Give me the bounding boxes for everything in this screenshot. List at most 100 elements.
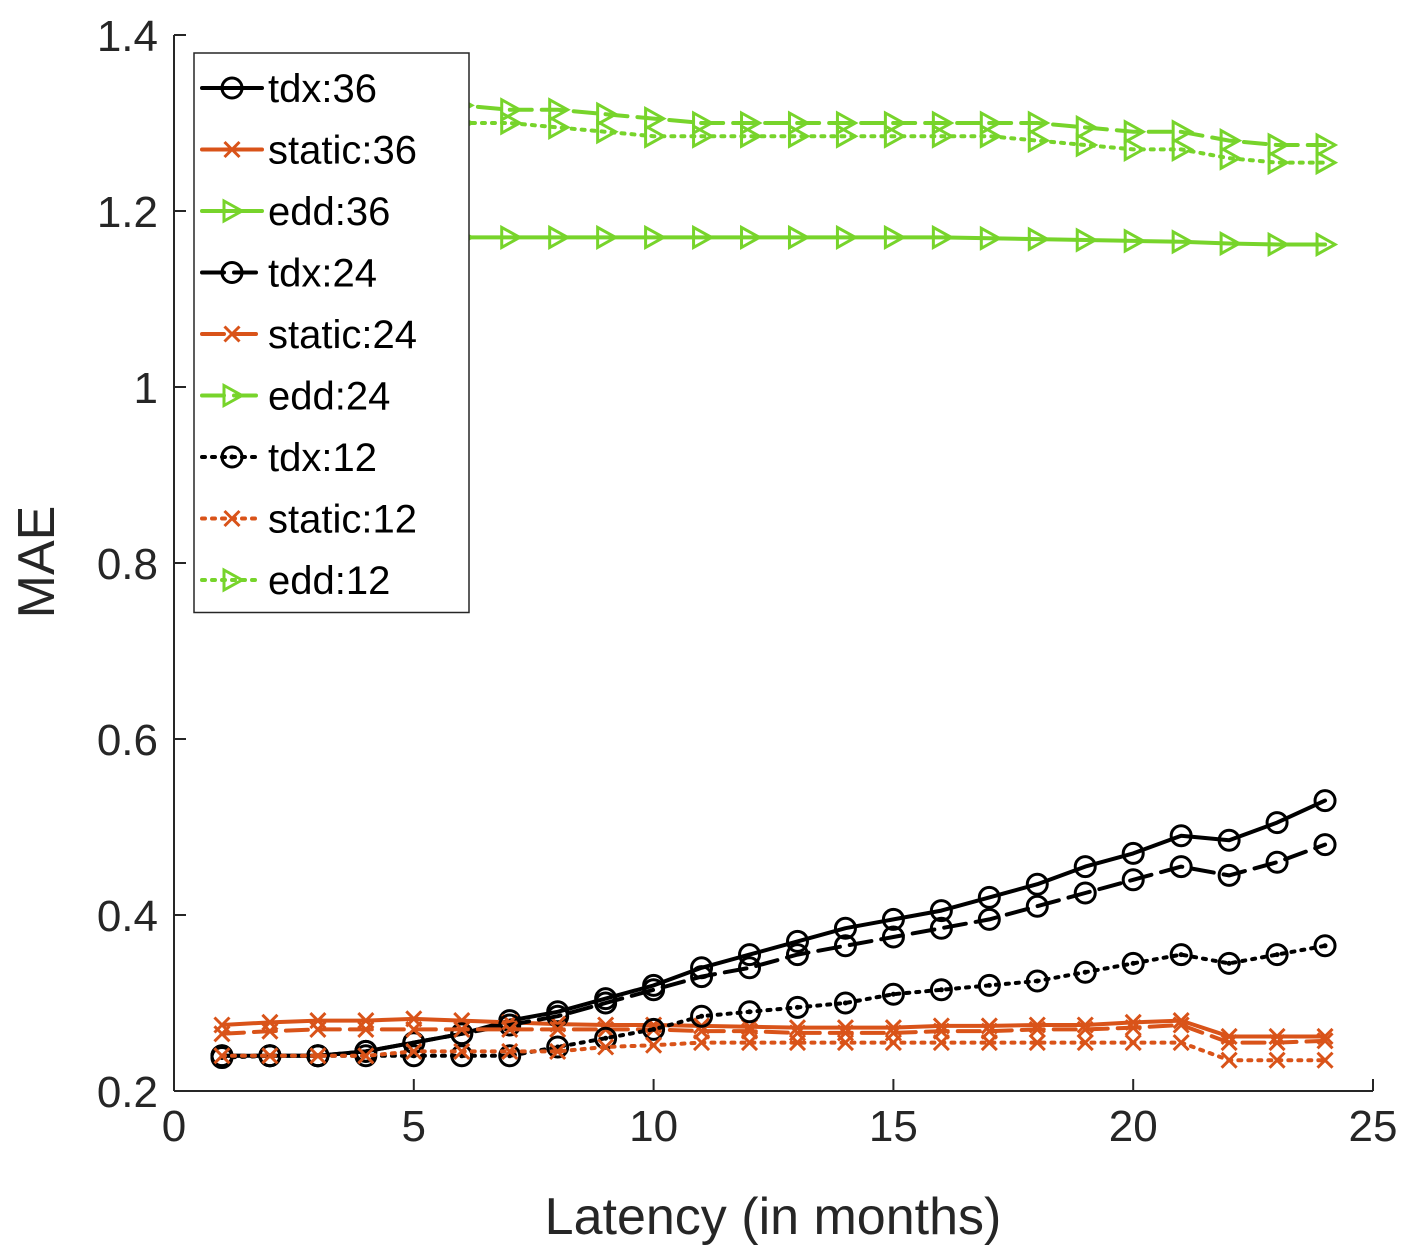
data-point	[884, 1034, 902, 1052]
data-point	[1123, 119, 1147, 145]
data-point	[1171, 119, 1195, 145]
data-point	[977, 973, 1001, 997]
data-point	[1316, 1051, 1334, 1069]
legend-label: edd:24	[268, 375, 390, 419]
data-point	[740, 1034, 759, 1052]
data-point-center	[1178, 952, 1184, 958]
data-point	[881, 907, 905, 931]
data-point	[498, 1013, 522, 1037]
data-point	[1172, 1016, 1190, 1034]
data-point	[836, 1034, 855, 1052]
data-point	[1265, 850, 1289, 874]
legend-item: edd:24	[200, 375, 390, 419]
data-point	[596, 224, 619, 250]
legend-label: tdx:36	[268, 67, 377, 111]
data-point-center	[842, 1000, 848, 1006]
y-tick-label: 1	[134, 364, 158, 413]
data-point	[1076, 1020, 1094, 1038]
data-point-center	[1130, 960, 1136, 966]
data-point-center	[651, 1026, 657, 1032]
data-point	[644, 106, 667, 132]
data-point	[1028, 1020, 1046, 1038]
data-point	[1027, 128, 1051, 154]
data-point	[788, 1034, 807, 1052]
data-point	[501, 1020, 519, 1038]
x-tick-label: 15	[869, 1102, 918, 1151]
data-point	[1265, 811, 1289, 835]
x-axis-title: Latency (in months)	[545, 1188, 1002, 1246]
data-point-center	[986, 982, 992, 988]
legend-label: tdx:24	[268, 252, 377, 296]
data-point	[644, 123, 667, 149]
data-point	[1267, 150, 1291, 176]
data-point	[883, 123, 907, 149]
legend-label: edd:12	[268, 559, 390, 603]
data-point	[1169, 855, 1193, 879]
data-point	[1073, 855, 1097, 879]
y-tick-label: 1.4	[97, 12, 158, 61]
data-point	[931, 110, 955, 136]
data-point-center	[603, 1035, 609, 1041]
y-ticks: 0.2 0.4 0.6 0.8 1 1.2 1.4	[97, 12, 186, 1117]
data-point	[785, 995, 809, 1019]
data-point	[692, 1034, 711, 1052]
data-point	[1172, 1034, 1190, 1052]
data-point-center	[1226, 960, 1232, 966]
data-point-center	[794, 1004, 800, 1010]
data-point	[1268, 1034, 1286, 1052]
data-point	[692, 123, 715, 149]
data-point	[222, 567, 246, 593]
data-point-center	[1034, 978, 1040, 984]
x-tick-label: 5	[402, 1102, 426, 1151]
data-point-center	[938, 987, 944, 993]
data-point	[1313, 934, 1337, 958]
data-point	[1169, 824, 1193, 848]
data-point	[1171, 229, 1195, 255]
data-point	[883, 224, 907, 250]
data-point	[1025, 894, 1049, 918]
data-point	[450, 1044, 474, 1068]
data-point	[1121, 841, 1145, 865]
data-point	[223, 509, 241, 528]
y-tick-label: 0.6	[97, 716, 158, 765]
legend-label: tdx:12	[268, 436, 377, 480]
series-line	[219, 798, 1328, 1058]
data-point	[1073, 960, 1097, 984]
data-point	[549, 1020, 567, 1038]
data-point	[787, 123, 811, 149]
series-line	[219, 842, 1328, 1058]
data-point-center	[699, 1013, 705, 1019]
series-tdx-12	[210, 934, 1337, 1070]
data-point	[1025, 969, 1049, 993]
data-point	[222, 198, 246, 224]
y-axis-title: MAE	[8, 506, 66, 619]
data-point-center	[1082, 969, 1088, 975]
y-tick-label: 0.4	[97, 892, 158, 941]
x-tick-label: 25	[1349, 1102, 1398, 1151]
data-point	[1265, 943, 1289, 967]
legend-item: tdx:12	[200, 436, 377, 480]
data-point	[738, 956, 762, 980]
data-point	[223, 325, 241, 343]
data-point	[549, 1042, 567, 1060]
legend-item: tdx:36	[200, 67, 377, 111]
data-point	[309, 1020, 327, 1038]
data-point	[1124, 1034, 1142, 1052]
data-point	[546, 1004, 570, 1028]
legend-label: static:24	[268, 313, 417, 357]
data-point	[1169, 943, 1193, 967]
legend-item: static:12	[200, 498, 417, 542]
data-point	[1313, 833, 1337, 857]
data-point	[740, 123, 763, 149]
data-point	[740, 110, 763, 136]
data-point	[1220, 1051, 1238, 1069]
data-point	[500, 110, 523, 136]
data-point	[1025, 872, 1049, 896]
data-point	[405, 1020, 423, 1038]
data-point	[1027, 226, 1051, 252]
data-point	[1313, 789, 1337, 813]
legend-item: edd:12	[200, 559, 390, 603]
data-point	[787, 224, 811, 250]
data-point	[645, 1036, 663, 1054]
data-point	[835, 110, 859, 136]
